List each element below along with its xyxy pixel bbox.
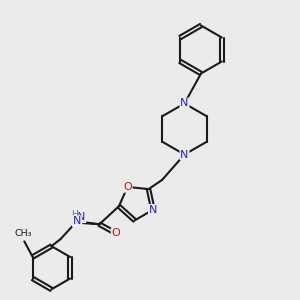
Text: N: N: [180, 149, 189, 160]
Text: N: N: [149, 205, 157, 215]
Text: H: H: [74, 218, 82, 228]
Text: H: H: [71, 210, 78, 219]
Text: N: N: [73, 216, 81, 226]
Text: N: N: [77, 212, 86, 222]
Text: O: O: [112, 228, 120, 238]
Text: O: O: [123, 182, 132, 192]
Text: N: N: [180, 98, 189, 109]
Text: CH₃: CH₃: [14, 229, 32, 238]
